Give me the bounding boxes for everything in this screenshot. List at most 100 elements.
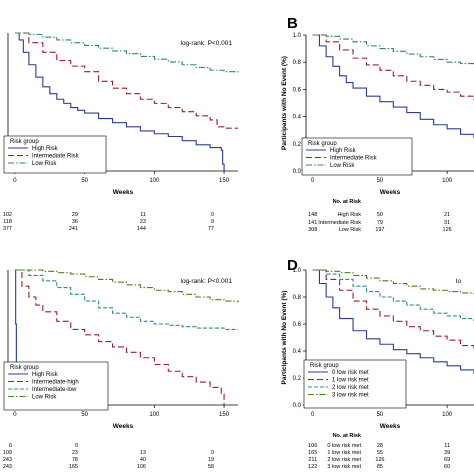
- series-line-1: [312, 269, 474, 374]
- panel-1: 0 50 100 150 Weeks log-rank: P<0.001 Risk grou…: [3, 32, 239, 232]
- panel-letter: D: [287, 257, 298, 274]
- risk-cell: 148: [308, 212, 317, 218]
- logrank-label: log-rank: P<0.001: [181, 40, 233, 47]
- legend-item-label: High Risk: [32, 372, 59, 378]
- x-tick-label: 50: [377, 412, 384, 418]
- risk-cell: 79: [377, 220, 383, 226]
- x-tick-label: 50: [377, 178, 384, 184]
- risk-cell: 36: [72, 219, 78, 225]
- legend-title: Risk group: [10, 139, 39, 145]
- legend-title: Risk group: [308, 141, 337, 147]
- risk-cell: 243: [3, 464, 12, 470]
- x-tick-label: 100: [149, 178, 160, 184]
- series-line-4: [312, 269, 474, 295]
- risk-cell: 55: [377, 450, 383, 456]
- y-tick-label: 0.2: [293, 376, 302, 382]
- risk-table: 102 29 11 0 118 36 23 9 377 241 144 77: [3, 212, 214, 232]
- risk-cell: 165: [308, 450, 317, 456]
- legend-item-label: Intermediate Risk: [330, 156, 378, 162]
- y-tick-label: 1.0: [293, 268, 302, 274]
- risk-row-label: High Risk: [337, 212, 361, 218]
- legend-item-label: Intermediate-high: [32, 380, 79, 386]
- risk-cell: 109: [3, 450, 12, 456]
- x-tick-label: 50: [81, 412, 88, 418]
- series-line-2: [14, 32, 238, 129]
- series-line-1: [14, 32, 225, 171]
- logrank-label: lo: [456, 278, 461, 285]
- risk-cell: 11: [444, 443, 450, 449]
- legend-item-label: 1 low risk met: [332, 378, 369, 384]
- legend-item-label: Intermediate-low: [32, 387, 77, 393]
- y-tick-label: 0.8: [293, 295, 302, 301]
- legend-box: [303, 359, 407, 409]
- risk-cell: 28: [377, 443, 383, 449]
- risk-cell: 377: [3, 226, 12, 232]
- y-tick-label: 0.0: [293, 403, 302, 409]
- x-axis-label: Weeks: [380, 189, 401, 196]
- legend-item-label: High Risk: [32, 146, 59, 152]
- legend-title: Risk group: [310, 363, 339, 369]
- x-axis-label: Weeks: [380, 423, 401, 430]
- y-tick-label: 0.8: [293, 60, 302, 66]
- risk-row-label: 3 low risk met: [327, 464, 361, 470]
- risk-cell: 29: [72, 212, 78, 218]
- series-line-3: [14, 269, 238, 330]
- legend-item-label: Low Risk: [32, 395, 57, 401]
- risk-cell: 144: [137, 226, 146, 232]
- x-tick-label: 50: [81, 178, 88, 184]
- risk-cell: 13: [140, 450, 146, 456]
- legend-item-label: 3 low risk met: [332, 393, 369, 399]
- risk-cell: 141: [308, 220, 317, 226]
- y-tick-label: 0.2: [293, 142, 302, 148]
- x-tick-label: 0: [311, 178, 315, 184]
- legend-item-label: Intermediate Risk: [32, 154, 80, 160]
- risk-cell: 77: [208, 226, 214, 232]
- risk-table-header: No. at Risk: [333, 199, 362, 205]
- risk-cell: 106: [137, 464, 146, 470]
- risk-cell: 58: [208, 464, 214, 470]
- risk-cell: 50: [377, 212, 383, 218]
- y-tick-label: 0.6: [293, 322, 302, 328]
- x-axis-label: Weeks: [113, 189, 134, 196]
- panel-4: D 0 50 100 0.0 0.2 0.4 0.6 0.8 1.0 Weeks Participan…: [281, 257, 474, 470]
- risk-cell: 31: [444, 220, 450, 226]
- series-line-3: [312, 34, 474, 65]
- risk-table: No. at Risk High Risk 148 50 21 Intermediate …: [308, 199, 452, 233]
- risk-cell: 165: [69, 464, 78, 470]
- legend-item-label: High Risk: [330, 148, 357, 154]
- series-line-3: [14, 32, 239, 74]
- risk-cell: 9: [211, 219, 214, 225]
- x-axis-label: Weeks: [113, 423, 134, 430]
- risk-cell: 118: [3, 219, 12, 225]
- x-tick-label: 150: [219, 412, 230, 418]
- panel-3: 0 50 100 150 Weeks log-rank: P<0.001 Risk grou…: [3, 269, 239, 470]
- x-tick-label: 0: [311, 412, 315, 418]
- legend-item-label: Low Risk: [330, 163, 355, 169]
- risk-cell: 0: [211, 212, 214, 218]
- risk-row-label: Intermediate Risk: [318, 220, 361, 226]
- x-tick-label: 0: [13, 178, 17, 184]
- panel-letter: B: [287, 15, 298, 32]
- risk-cell: 0: [211, 450, 214, 456]
- y-axis-label: Participants with No Event (%): [281, 56, 288, 150]
- series-line-2: [312, 269, 474, 350]
- risk-cell: 85: [377, 464, 383, 470]
- risk-cell: 243: [3, 457, 12, 463]
- legend-item-label: Low Risk: [32, 161, 57, 167]
- legend-box: [3, 361, 109, 411]
- risk-cell: 102: [3, 212, 12, 218]
- risk-cell: 23: [140, 219, 146, 225]
- risk-cell: 6: [9, 443, 12, 449]
- risk-cell: 0: [75, 443, 78, 449]
- risk-cell: 23: [72, 450, 78, 456]
- y-tick-label: 0.6: [293, 87, 302, 93]
- legend-title: Risk group: [10, 365, 39, 371]
- y-tick-label: 0.4: [293, 115, 302, 121]
- y-axis-label: Participants with No Event (%): [281, 291, 288, 385]
- x-tick-label: 100: [442, 412, 453, 418]
- risk-table: 6 0 109 23 13 0 243 78 40 19 243 165 106 58: [3, 443, 214, 470]
- series-line-4: [14, 269, 239, 303]
